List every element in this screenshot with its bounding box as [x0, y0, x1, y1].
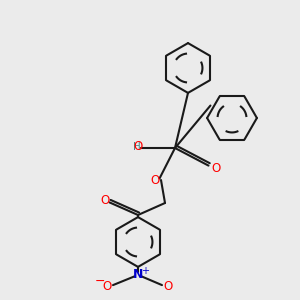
Text: O: O	[150, 173, 160, 187]
Text: H: H	[133, 142, 141, 152]
Text: O: O	[212, 161, 220, 175]
Text: −: −	[95, 275, 106, 288]
Text: +: +	[141, 266, 148, 276]
Text: O: O	[100, 194, 109, 206]
Text: O: O	[164, 280, 172, 292]
Text: N: N	[133, 268, 143, 281]
Text: O: O	[134, 140, 143, 153]
Text: O: O	[102, 280, 112, 292]
